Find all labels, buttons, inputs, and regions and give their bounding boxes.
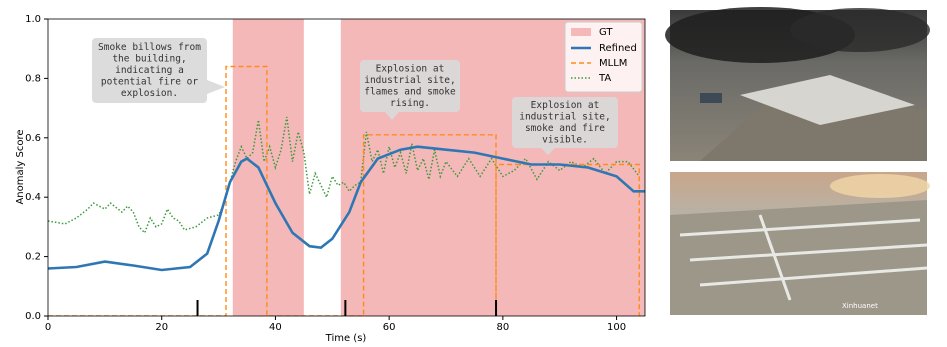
axes-frame: [47, 18, 646, 317]
x-axis-label: Time (s): [325, 333, 367, 344]
y-tick-label: 1.0: [25, 14, 41, 25]
annotation-text: rising.: [390, 98, 430, 109]
annotation-box: [92, 38, 207, 103]
legend-label: GT: [599, 27, 613, 38]
y-tick-label: 0.8: [25, 73, 41, 84]
y-tick-label: 0.4: [25, 192, 41, 203]
series-line: [48, 65, 645, 316]
y-axis-label: Anomaly Score: [15, 129, 26, 204]
x-tick-label: 60: [383, 322, 396, 333]
y-tick-label: 0.2: [25, 252, 41, 263]
annotation-box: [512, 97, 618, 148]
watermark: Xinhuanet: [842, 302, 878, 310]
gt-region: [232, 19, 304, 316]
annotation-text: Explosion at: [376, 63, 445, 74]
x-tick-label: 80: [496, 322, 509, 333]
series-line: [48, 145, 645, 272]
video-frame: [665, 7, 930, 161]
annotation-text: explosion.: [121, 88, 178, 99]
series-line: [48, 116, 640, 235]
x-tick-label: 40: [269, 322, 282, 333]
annotation-pointer: [207, 80, 225, 94]
legend-label: MLLM: [599, 58, 627, 69]
annotation-text: visible.: [542, 134, 588, 145]
annotation-pointer: [541, 148, 555, 155]
y-tick-label: 0.6: [25, 133, 41, 144]
annotation-text: the building,: [112, 54, 186, 65]
annotation-text: Smoke billows from: [98, 42, 201, 53]
x-tick-label: 20: [155, 322, 168, 333]
x-tick-label: 0: [45, 322, 51, 333]
y-tick-label: 0.0: [25, 311, 41, 322]
annotation-text: potential fire or: [101, 77, 199, 88]
annotation-box: [360, 60, 460, 112]
video-frame: Xinhuanet: [670, 172, 930, 315]
annotation-text: Explosion at: [531, 100, 600, 111]
annotation-pointer: [385, 112, 399, 120]
annotation-text: smoke and fire: [525, 123, 605, 134]
x-tick-label: 100: [607, 322, 626, 333]
annotation-text: flames and smoke: [364, 86, 456, 97]
annotation-text: indicating a: [115, 65, 184, 76]
legend-box: [564, 21, 643, 93]
legend-label: Refined: [599, 43, 637, 54]
legend-label: TA: [598, 73, 611, 84]
annotation-text: industrial site,: [364, 75, 456, 86]
legend-swatch: [571, 28, 591, 36]
annotation-text: industrial site,: [519, 111, 611, 122]
